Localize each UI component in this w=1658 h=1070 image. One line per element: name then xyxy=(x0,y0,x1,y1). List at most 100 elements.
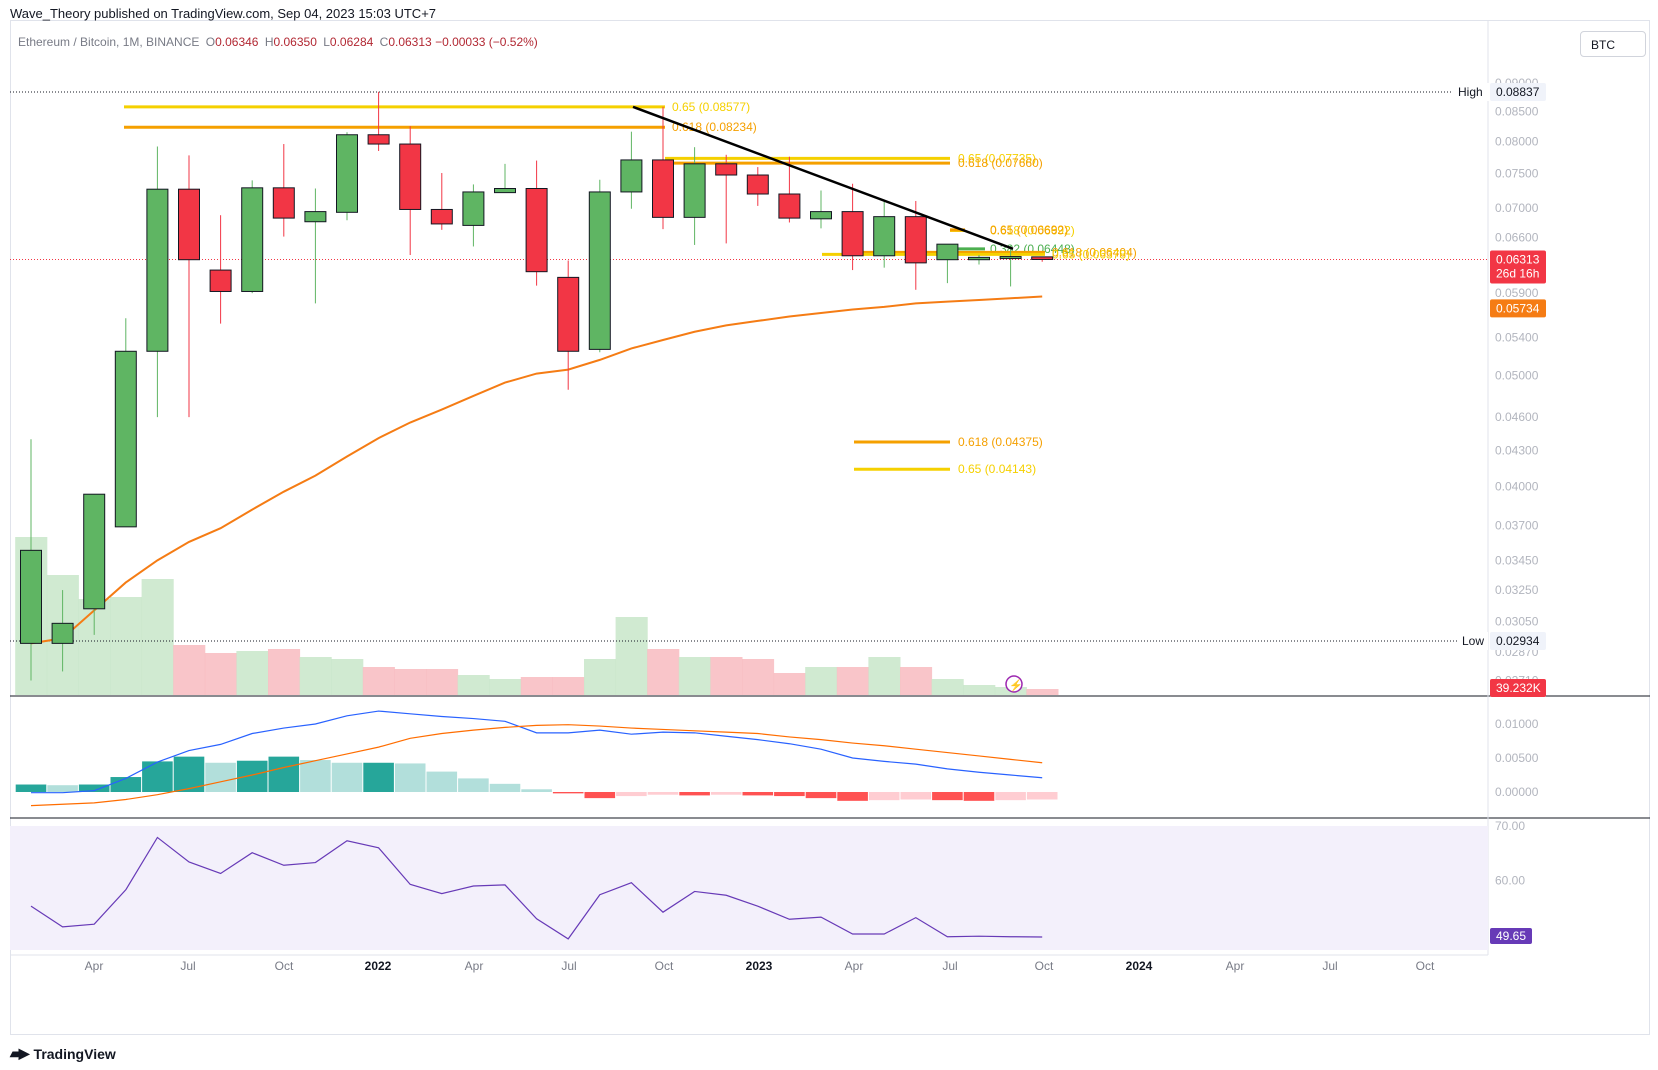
price-tick-label: 0.04300 xyxy=(1495,444,1539,458)
volume-bar xyxy=(204,653,237,695)
high-value: 0.06350 xyxy=(273,35,317,49)
candle-body xyxy=(778,193,801,219)
high-label-bg xyxy=(1453,83,1489,101)
time-tick-label: Apr xyxy=(845,959,864,973)
high-value-badge-bg xyxy=(1490,83,1546,101)
candle-body xyxy=(999,256,1022,260)
candle-body xyxy=(841,211,864,257)
macd-line xyxy=(31,710,1043,794)
candle-body xyxy=(399,143,422,210)
time-tick-label: Jul xyxy=(561,959,576,973)
candle-body xyxy=(209,269,232,292)
low-label: Low xyxy=(1462,634,1484,648)
candle-body xyxy=(1031,256,1054,260)
candle-body xyxy=(746,174,769,195)
volume-bar xyxy=(426,669,459,695)
candle-body xyxy=(114,350,137,528)
macd-histogram-bar xyxy=(394,763,426,792)
candle-body xyxy=(683,163,706,218)
price-tick-label: 0.05400 xyxy=(1495,330,1539,344)
fib-label: 0.65 (0.06378) xyxy=(1052,247,1130,261)
macd-histogram-bar xyxy=(331,762,363,792)
time-tick-label: Jul xyxy=(1322,959,1337,973)
low-value-badge: 0.02934 xyxy=(1496,634,1540,648)
macd-histogram-bar xyxy=(110,777,142,792)
time-tick-label: Apr xyxy=(1226,959,1245,973)
macd-histogram-bar xyxy=(1026,792,1058,800)
macd-histogram-bar xyxy=(363,762,394,792)
ma-value-badge-bg xyxy=(1490,299,1546,318)
publisher-line: Wave_Theory published on TradingView.com… xyxy=(10,6,437,21)
tradingview-footer[interactable]: ▰▶ TradingView xyxy=(10,1045,116,1062)
close-label: C xyxy=(379,35,389,49)
time-tick-label: 2023 xyxy=(746,959,773,973)
tradingview-brand: TradingView xyxy=(33,1045,116,1062)
macd-histogram-bar xyxy=(868,792,900,801)
candle-body xyxy=(367,134,390,145)
macd-histogram-bar xyxy=(995,792,1026,801)
price-tick-label: 0.06600 xyxy=(1495,230,1539,244)
macd-tick-label: 0.00000 xyxy=(1495,785,1539,799)
price-tick-label: 0.03450 xyxy=(1495,553,1539,567)
volume-bar xyxy=(457,675,490,695)
macd-histogram-bar xyxy=(647,792,679,795)
fib-label: 0.65 (0.06692) xyxy=(990,223,1068,237)
candle-body xyxy=(968,256,990,261)
macd-tick-label: 0.00500 xyxy=(1495,751,1539,765)
time-tick-label: Oct xyxy=(275,959,294,973)
macd-histogram-bar xyxy=(47,785,78,792)
volume-bar xyxy=(615,617,648,695)
macd-histogram-bar xyxy=(900,792,932,800)
candle-body xyxy=(462,191,485,226)
volume-bar xyxy=(236,651,269,695)
open-label: O xyxy=(205,35,216,49)
macd-histogram-bar xyxy=(932,792,963,801)
volume-bar xyxy=(141,579,174,695)
macd-histogram-bar xyxy=(584,792,616,799)
macd-histogram-bar xyxy=(489,783,521,792)
volume-bar xyxy=(173,645,206,695)
macd-histogram-bar xyxy=(458,778,489,792)
rsi-value-badge-bg xyxy=(1490,928,1532,944)
time-tick-label: 2024 xyxy=(1126,959,1153,973)
last-price-badge: 26d 16h xyxy=(1496,266,1539,280)
macd-histogram-bar xyxy=(142,761,173,792)
rsi-tick-label: 70.00 xyxy=(1495,819,1525,833)
low-label-bg xyxy=(1458,632,1488,650)
volume-bar xyxy=(868,657,901,695)
fib-label: 0.618 (0.06404) xyxy=(1052,245,1137,259)
volume-badge-bg xyxy=(1490,679,1546,697)
macd-histogram-bar xyxy=(268,756,300,792)
change-value: −0.00033 (−0.52%) xyxy=(435,35,538,49)
volume-bar xyxy=(931,679,964,695)
currency-button[interactable]: BTC xyxy=(1580,31,1646,57)
rsi-line xyxy=(30,836,1043,940)
fib-label: 0.618 (0.07660) xyxy=(958,156,1043,170)
price-tick-label: 0.03050 xyxy=(1495,615,1539,629)
candle-body xyxy=(336,134,358,213)
price-tick-label: 0.07000 xyxy=(1495,201,1539,215)
macd-histogram-bar xyxy=(963,792,995,801)
last-price-badge-bg xyxy=(1490,250,1546,284)
volume-bar xyxy=(836,667,869,695)
time-tick-label: Oct xyxy=(1416,959,1435,973)
close-value: 0.06313 xyxy=(388,35,432,49)
low-label: L xyxy=(323,35,330,49)
volume-bar xyxy=(268,649,301,695)
candle-body xyxy=(20,549,42,644)
tradingview-logo-icon: ▰▶ xyxy=(10,1045,29,1061)
fib-label: 0.65 (0.04143) xyxy=(958,462,1036,476)
price-tick-label: 0.08500 xyxy=(1495,104,1539,118)
volume-bar xyxy=(394,669,427,695)
candle-body xyxy=(494,188,516,194)
candle-body xyxy=(430,208,453,225)
volume-bar xyxy=(742,659,775,695)
candle-body xyxy=(936,243,959,261)
candle-body xyxy=(146,188,169,352)
macd-histogram-bar xyxy=(837,792,868,801)
candle-body xyxy=(304,211,327,223)
volume-badge: 39.232K xyxy=(1496,681,1541,695)
symbol-legend[interactable]: Ethereum / Bitcoin, 1M, BINANCE O0.06346… xyxy=(18,35,538,49)
candle-body xyxy=(83,493,106,610)
